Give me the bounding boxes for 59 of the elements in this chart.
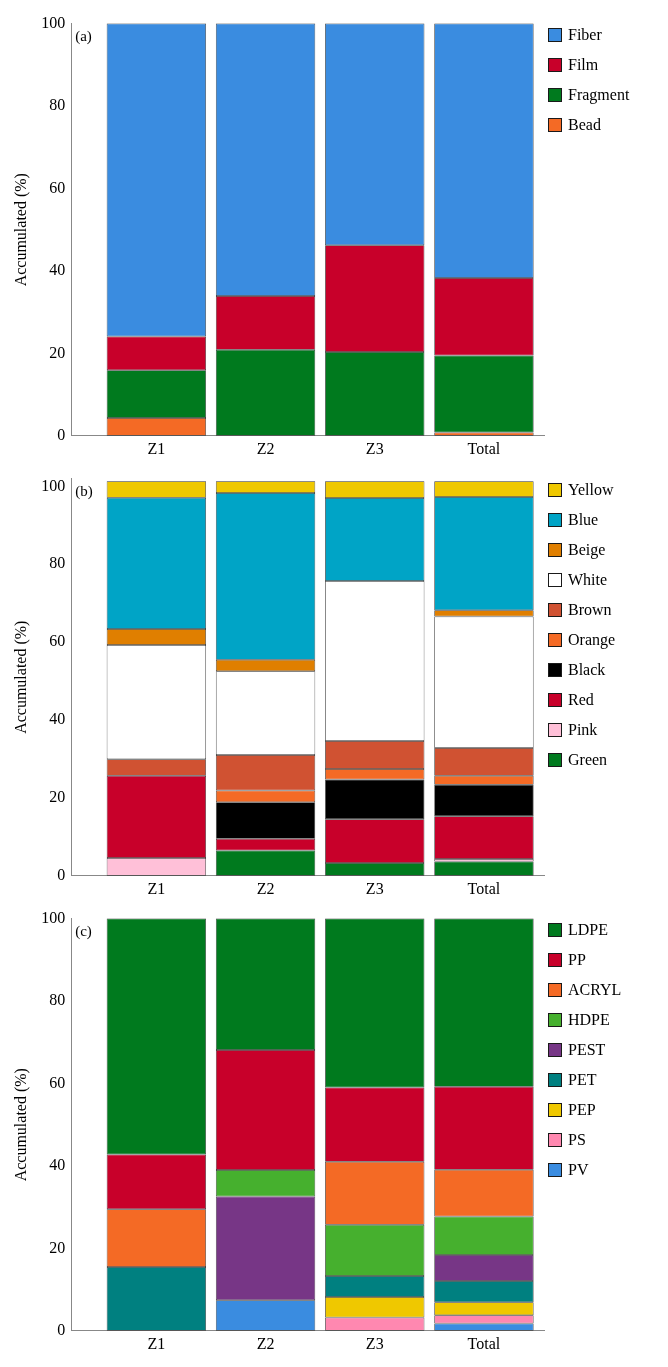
legend-label: HDPE <box>568 1011 610 1029</box>
legend-label: ACRYL <box>568 981 622 999</box>
x-tick-label: Z2 <box>256 879 275 897</box>
legend-label: Fragment <box>568 86 630 104</box>
legend-label: Beige <box>568 541 606 559</box>
y-tick-label: 20 <box>49 1238 66 1256</box>
x-tick-label: Z2 <box>256 1334 275 1352</box>
y-tick-label: 40 <box>49 261 66 279</box>
y-tick-label: 80 <box>49 554 66 572</box>
text: Fiber <box>568 26 602 44</box>
y-tick-label: 60 <box>49 1073 66 1091</box>
annotation: (c) <box>75 923 92 941</box>
legend-label: Brown <box>568 601 612 619</box>
x-tick-label: Z2 <box>256 439 275 457</box>
y-tick-label: 40 <box>49 710 66 728</box>
text: White <box>568 571 608 589</box>
y-tick-label: 20 <box>49 343 66 361</box>
legend-label: PS <box>568 1131 586 1149</box>
legend-label: PET <box>568 1071 597 1089</box>
y-tick-label: 0 <box>57 426 66 443</box>
y-tick-label: 40 <box>49 1156 66 1174</box>
legend-label: PP <box>568 951 586 969</box>
x-tick-label: Z1 <box>147 1334 166 1352</box>
legend-label: PEP <box>568 1101 596 1119</box>
y-tick-label: 60 <box>49 178 66 196</box>
x-tick-label: Z3 <box>365 1334 384 1352</box>
x-tick-label: Z3 <box>365 879 384 897</box>
y-tick-label: 100 <box>41 476 66 494</box>
x-tick-label: Z1 <box>147 879 166 897</box>
y-axis-title: Accumulated (%) <box>11 620 30 734</box>
y-tick-label: 20 <box>49 788 66 806</box>
y-tick-label: 100 <box>41 13 66 31</box>
text: LDPE <box>568 921 608 939</box>
y-axis-title: Accumulated (%) <box>11 173 30 287</box>
annotation: (a) <box>75 28 92 46</box>
y-tick-label: 80 <box>49 96 66 114</box>
y-tick-label: 60 <box>49 632 66 650</box>
legend-label: Black <box>568 661 606 679</box>
x-tick-label: Z1 <box>147 439 166 457</box>
x-tick-label: Total <box>467 879 501 897</box>
annotation: (b) <box>75 483 93 501</box>
y-axis-title: Accumulated (%) <box>11 1068 30 1182</box>
y-tick-label: 0 <box>57 1321 66 1338</box>
legend-label: Pink <box>568 721 598 739</box>
legend-label: Blue <box>568 511 599 529</box>
legend-label: Bead <box>568 116 601 134</box>
legend-label: Orange <box>568 631 616 649</box>
x-tick-label: Z3 <box>365 439 384 457</box>
x-tick-label: Total <box>467 439 501 457</box>
x-tick-label: Total <box>467 1334 501 1352</box>
y-tick-label: 80 <box>49 991 66 1009</box>
legend-label: PEST <box>568 1041 606 1059</box>
legend-label: Film <box>568 56 599 74</box>
legend-label: Red <box>568 691 594 709</box>
legend-label: PV <box>568 1161 589 1179</box>
legend-label: Yellow <box>568 481 614 499</box>
legend-label: Green <box>568 751 608 769</box>
y-tick-label: 100 <box>41 908 66 926</box>
y-tick-label: 0 <box>57 866 66 883</box>
